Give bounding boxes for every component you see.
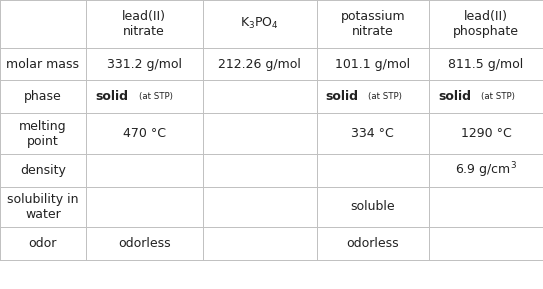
Text: molar mass: molar mass (7, 58, 79, 71)
Text: 811.5 g/mol: 811.5 g/mol (449, 58, 523, 71)
Text: lead(II)
phosphate: lead(II) phosphate (453, 10, 519, 38)
Text: 334 °C: 334 °C (351, 127, 394, 140)
Text: K$_3$PO$_4$: K$_3$PO$_4$ (240, 16, 279, 32)
Text: 101.1 g/mol: 101.1 g/mol (335, 58, 411, 71)
Text: (at STP): (at STP) (482, 92, 515, 101)
Text: potassium
nitrate: potassium nitrate (340, 10, 405, 38)
Text: 331.2 g/mol: 331.2 g/mol (106, 58, 182, 71)
Text: soluble: soluble (350, 201, 395, 213)
Text: phase: phase (24, 90, 62, 103)
Text: solid: solid (438, 90, 471, 103)
Text: melting
point: melting point (19, 120, 67, 147)
Text: odorless: odorless (346, 237, 399, 250)
Text: 6.9 g/cm$^3$: 6.9 g/cm$^3$ (455, 161, 517, 180)
Text: odor: odor (29, 237, 57, 250)
Text: solubility in
water: solubility in water (7, 193, 79, 221)
Text: density: density (20, 164, 66, 177)
Text: (at STP): (at STP) (368, 92, 402, 101)
Text: solid: solid (95, 90, 128, 103)
Text: 1290 °C: 1290 °C (460, 127, 512, 140)
Text: lead(II)
nitrate: lead(II) nitrate (122, 10, 166, 38)
Text: odorless: odorless (118, 237, 171, 250)
Text: solid: solid (326, 90, 358, 103)
Text: 470 °C: 470 °C (123, 127, 166, 140)
Text: 212.26 g/mol: 212.26 g/mol (218, 58, 301, 71)
Text: (at STP): (at STP) (140, 92, 173, 101)
